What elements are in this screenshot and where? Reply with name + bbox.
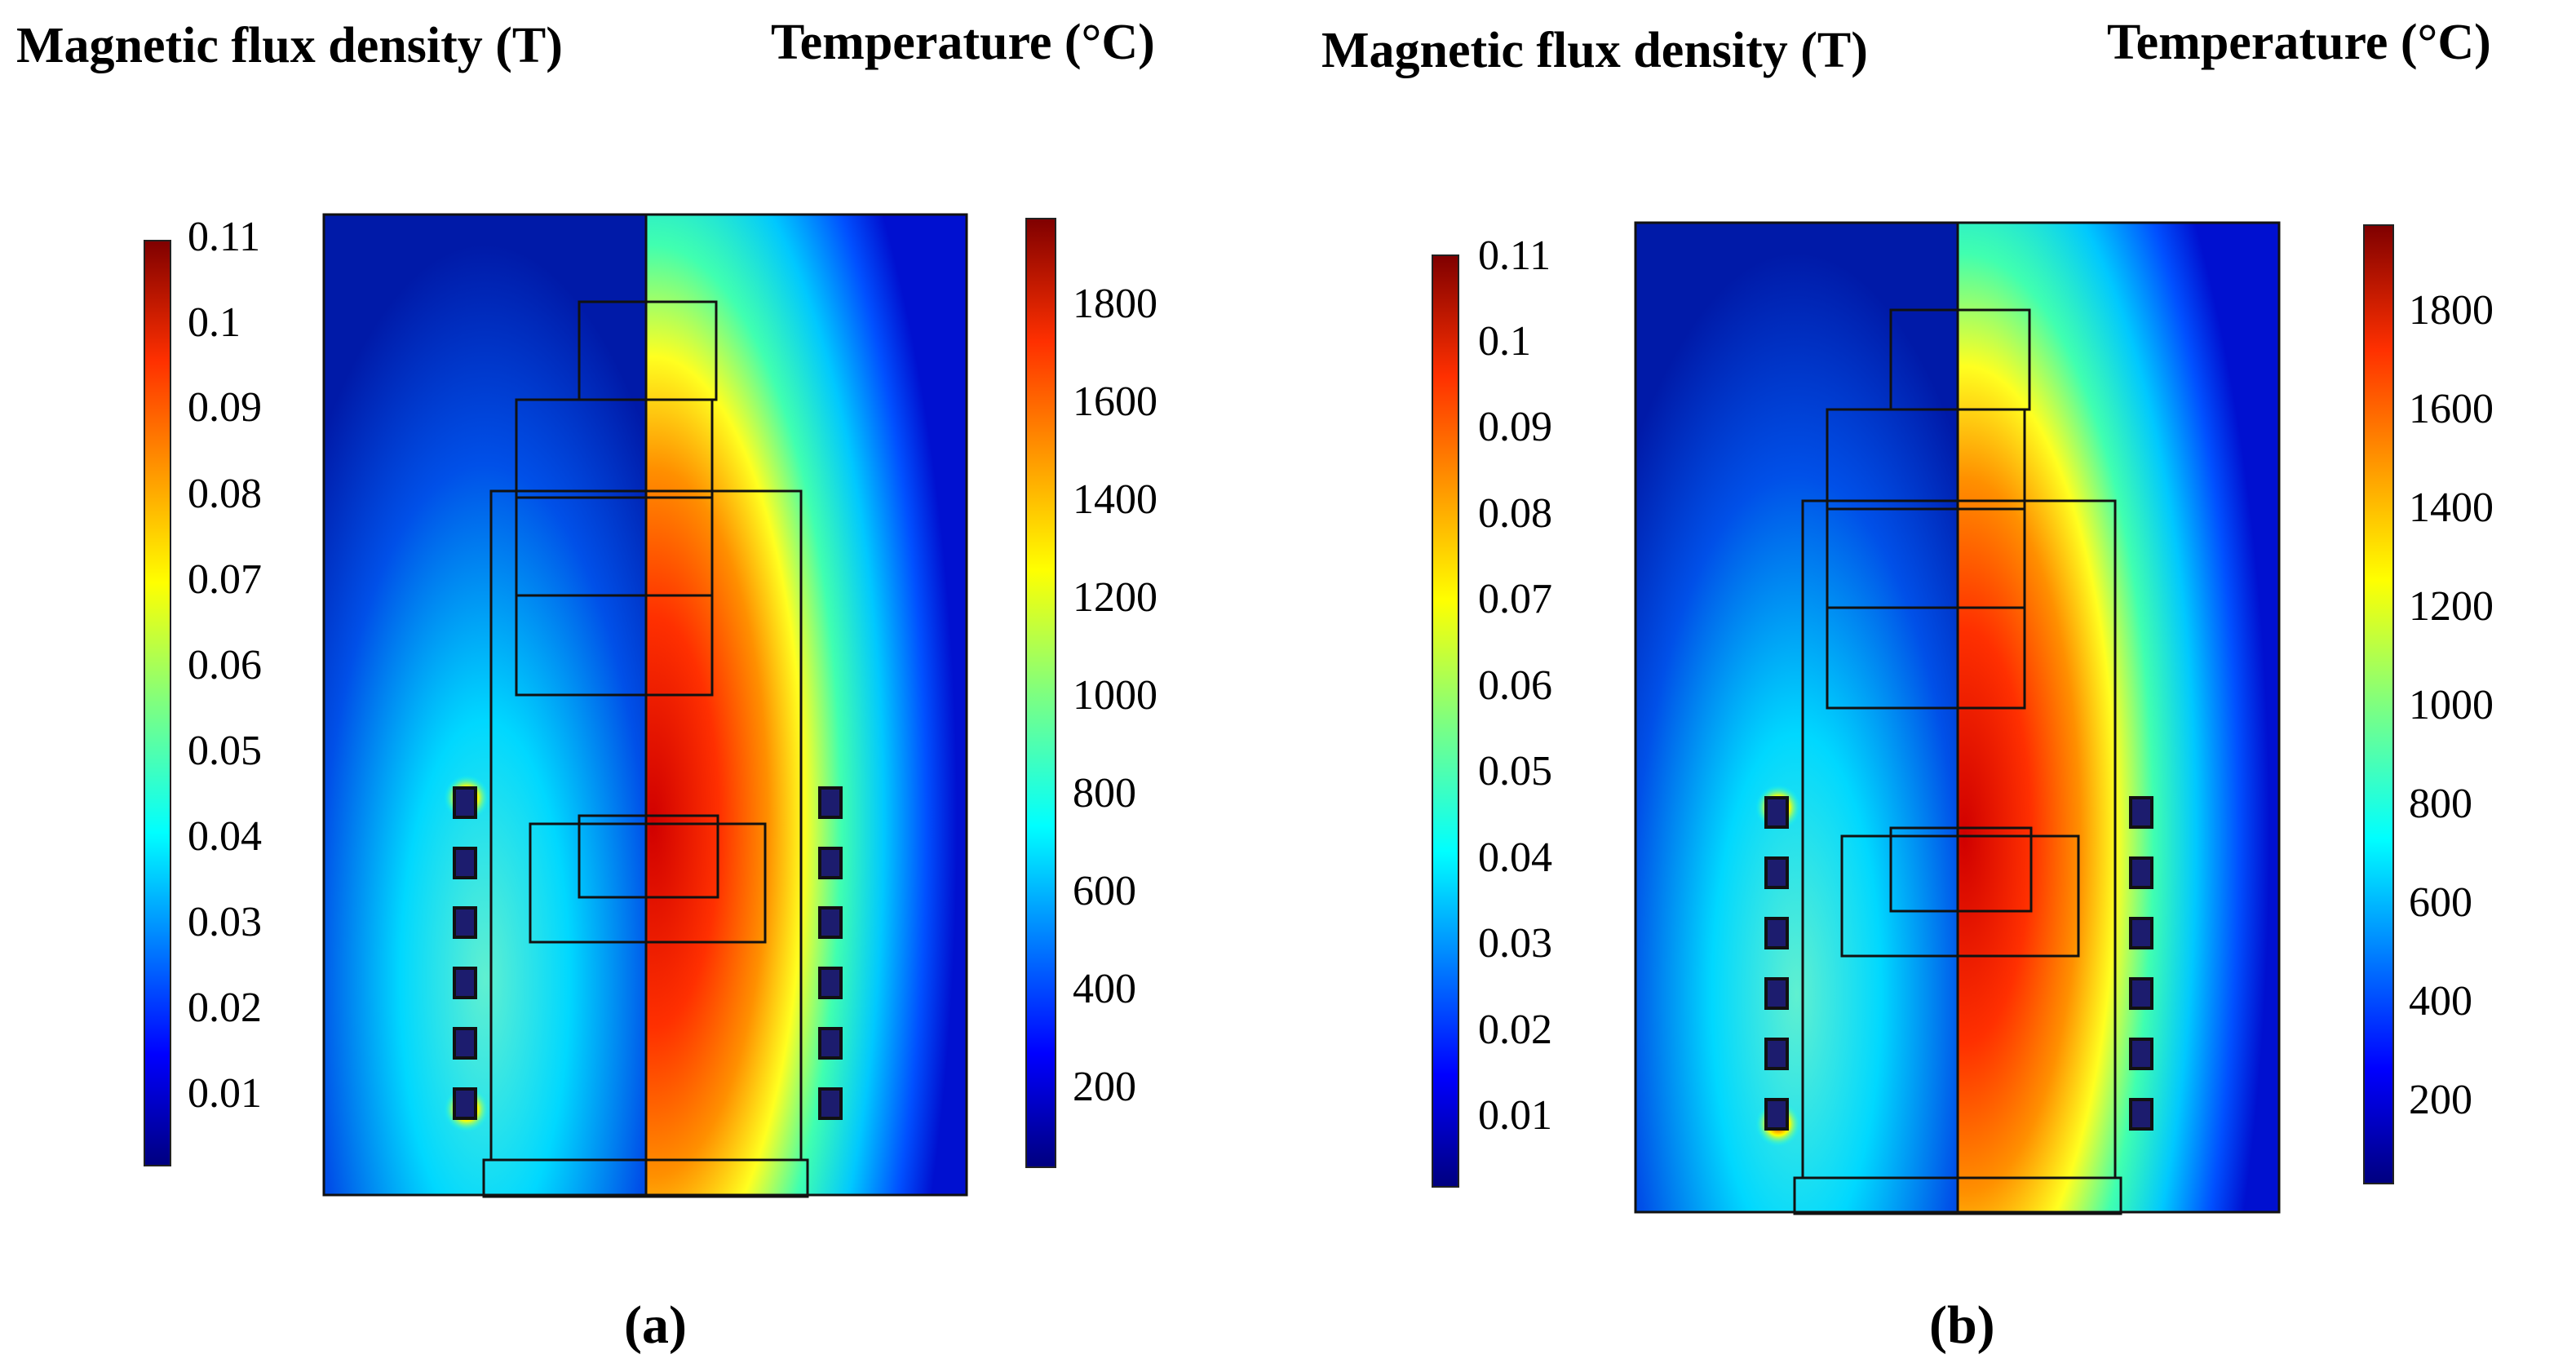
coil-turn — [1764, 917, 1789, 949]
panel-b-temp-ticks: 1800 1600 1400 1200 1000 800 600 400 200 — [2409, 287, 2494, 1123]
crucible-holder — [1840, 834, 2080, 958]
coil-turn — [453, 1027, 477, 1060]
panel-a-flux-colorbar — [144, 240, 171, 1166]
coil-turn — [453, 906, 477, 939]
panel-a-temp-ticks: 1800 1600 1400 1200 1000 800 600 400 200 — [1073, 281, 1157, 1110]
domain-border — [1634, 221, 2281, 1214]
temp-tick: 600 — [2409, 879, 2472, 926]
flux-tick: 0.03 — [1478, 920, 1552, 967]
flux-tick: 0.07 — [188, 556, 262, 603]
panel-a-coils — [453, 786, 843, 1120]
coil-turn — [1764, 1098, 1789, 1131]
crucible-holder — [529, 822, 767, 944]
coil-turn — [818, 1087, 843, 1120]
panel-b-temperature-field — [1958, 223, 2279, 1212]
flux-tick: 0.03 — [188, 899, 262, 945]
panel-b-coils — [1764, 796, 2153, 1131]
temp-tick: 400 — [2409, 978, 2472, 1025]
flux-tick: 0.07 — [1478, 576, 1552, 622]
coil-turn — [2129, 1038, 2153, 1070]
flux-tick: 0.02 — [1478, 1007, 1552, 1053]
temp-tick: 800 — [2409, 781, 2472, 827]
flux-tick: 0.11 — [1478, 232, 1551, 279]
upper-chamber — [1826, 408, 2026, 710]
flux-tick: 0.01 — [1478, 1092, 1552, 1139]
panel-a-flux-ticks: 0.11 0.1 0.09 0.08 0.07 0.06 0.05 0.04 0… — [188, 214, 262, 1117]
panel-b-caption: (b) — [1929, 1295, 1995, 1355]
flux-tick: 0.06 — [1478, 662, 1552, 709]
flux-tick: 0.1 — [188, 299, 241, 346]
coil-turn — [2129, 796, 2153, 829]
flux-tick: 0.08 — [188, 471, 262, 517]
temp-tick: 1400 — [2409, 485, 2494, 531]
coil-turn — [2129, 917, 2153, 949]
coil-turn — [818, 847, 843, 879]
coil-turn — [1764, 977, 1789, 1010]
temp-tick: 800 — [1073, 770, 1136, 817]
temp-tick: 1000 — [2409, 682, 2494, 728]
coil-turn — [818, 1027, 843, 1060]
coil-turn — [1764, 856, 1789, 889]
panel-a-temperature-field — [646, 215, 967, 1195]
panel-b-flux-title: Magnetic flux density (T) — [1321, 23, 1868, 78]
coil-turn — [818, 906, 843, 939]
temp-tick: 200 — [2409, 1077, 2472, 1123]
temp-tick: 400 — [1073, 966, 1136, 1012]
coil-turn — [2129, 1098, 2153, 1131]
coil-turn — [453, 847, 477, 879]
panel-b-flux-ticks: 0.11 0.1 0.09 0.08 0.07 0.06 0.05 0.04 0… — [1478, 232, 1552, 1139]
temp-tick: 200 — [1073, 1064, 1136, 1110]
temp-tick: 600 — [1073, 868, 1136, 914]
temp-tick: 1000 — [1073, 672, 1157, 719]
flux-tick: 0.09 — [1478, 404, 1552, 450]
flux-tick: 0.09 — [188, 384, 262, 431]
panel-b-temp-title: Temperature (°C) — [2107, 15, 2491, 70]
panel-a-simulation-map — [322, 213, 968, 1198]
temp-tick: 1200 — [2409, 583, 2494, 630]
temp-tick: 1800 — [2409, 287, 2494, 334]
panel-a-caption: (a) — [624, 1295, 687, 1355]
panel-b-flux-field — [1635, 223, 1958, 1212]
coil-turn — [1764, 796, 1789, 829]
temp-tick: 1600 — [1073, 378, 1157, 425]
temp-tick: 1800 — [1073, 281, 1157, 327]
flux-tick: 0.06 — [188, 642, 262, 688]
coil-turn — [453, 786, 477, 819]
flux-tick: 0.04 — [188, 813, 262, 860]
flux-tick: 0.08 — [1478, 490, 1552, 537]
panel-b: Magnetic flux density (T) Temperature (°… — [1321, 15, 2494, 1355]
panel-b-flux-colorbar — [1432, 254, 1459, 1188]
coil-turn — [453, 1087, 477, 1120]
coil-turn — [1764, 1038, 1789, 1070]
panel-b-simulation-map — [1634, 221, 2281, 1215]
temp-tick: 1600 — [2409, 386, 2494, 432]
panel-a-flux-field — [324, 215, 646, 1195]
flux-tick: 0.02 — [188, 985, 262, 1031]
panel-a-temp-title: Temperature (°C) — [771, 15, 1155, 70]
flux-tick: 0.05 — [188, 728, 262, 774]
coil-turn — [453, 967, 477, 999]
temp-tick: 1400 — [1073, 476, 1157, 523]
panel-a-temp-colorbar — [1025, 218, 1056, 1168]
upper-chamber — [515, 398, 714, 697]
crucible — [578, 814, 719, 899]
flux-tick: 0.11 — [188, 214, 260, 260]
flux-tick: 0.01 — [188, 1070, 262, 1117]
panel-a-flux-title: Magnetic flux density (T) — [16, 18, 563, 73]
flux-tick: 0.05 — [1478, 748, 1552, 794]
crucible — [1889, 826, 2033, 913]
domain-border — [322, 213, 968, 1197]
flux-tick: 0.1 — [1478, 318, 1531, 365]
coil-turn — [818, 967, 843, 999]
panel-b-temp-colorbar — [2363, 224, 2394, 1184]
panel-a: Magnetic flux density (T) Temperature (°… — [16, 15, 1157, 1355]
flux-tick: 0.04 — [1478, 834, 1552, 881]
coil-turn — [2129, 977, 2153, 1010]
temp-tick: 1200 — [1073, 574, 1157, 621]
coil-turn — [818, 786, 843, 819]
coil-turn — [2129, 856, 2153, 889]
